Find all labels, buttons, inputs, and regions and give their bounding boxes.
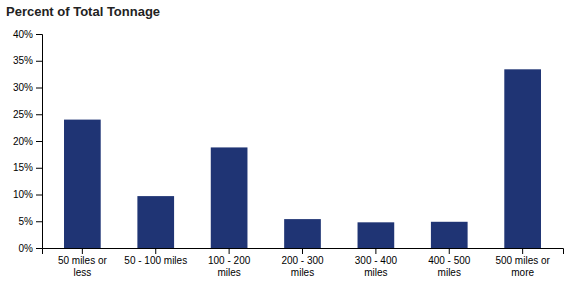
y-tick: 5% xyxy=(19,216,42,227)
bar xyxy=(358,222,395,248)
y-tick-mark xyxy=(36,168,42,169)
y-tick-mark xyxy=(36,61,42,62)
y-tick-label: 35% xyxy=(13,55,33,66)
y-tick-label: 25% xyxy=(13,109,33,120)
bar xyxy=(137,196,174,248)
x-tick-mark xyxy=(375,248,376,254)
x-tick: 200 - 300miles xyxy=(281,248,324,278)
y-tick-label: 0% xyxy=(19,243,34,254)
x-tick-label: 100 - 200miles xyxy=(208,255,251,278)
x-tick-label-line: 50 miles or xyxy=(58,255,108,266)
x-tick: 400 - 500miles xyxy=(428,248,471,278)
y-tick: 25% xyxy=(13,109,42,120)
y-tick: 35% xyxy=(13,55,42,66)
x-tick-label-line: less xyxy=(73,267,91,278)
x-tick-label-line: 50 - 100 miles xyxy=(124,255,187,266)
y-tick: 10% xyxy=(13,189,42,200)
x-tick-label: 50 miles orless xyxy=(58,255,108,278)
x-tick-label: 200 - 300miles xyxy=(281,255,324,278)
title: Percent of Total Tonnage xyxy=(6,4,160,19)
y-tick-label: 40% xyxy=(13,29,33,40)
chart: Percent of Total Tonnage 0% 5% 10% 15% 20% 25%… xyxy=(0,0,575,290)
y-tick-mark xyxy=(36,248,42,249)
y-tick-label: 15% xyxy=(13,162,33,173)
x-tick-label-line: miles xyxy=(438,267,461,278)
x-axis-line xyxy=(43,249,564,255)
y-tick: 30% xyxy=(13,82,42,93)
x-tick: 300 - 400miles xyxy=(355,248,398,278)
bar xyxy=(284,219,321,248)
y-tick-mark xyxy=(36,141,42,142)
y-tick-mark xyxy=(36,221,42,222)
y-tick: 40% xyxy=(13,29,42,40)
x-tick-mark xyxy=(155,248,156,254)
y-tick: 0% xyxy=(19,243,42,254)
y-tick: 20% xyxy=(13,136,42,147)
x-tick: 50 - 100 miles xyxy=(124,248,187,266)
x-tick-mark xyxy=(449,248,450,254)
y-tick-mark xyxy=(36,88,42,89)
x-tick-mark xyxy=(229,248,230,254)
bars xyxy=(64,69,541,248)
x-tick-mark xyxy=(302,248,303,254)
x-tick-label: 50 - 100 miles xyxy=(124,255,187,266)
x-tick: 50 miles orless xyxy=(58,248,108,278)
x-tick-label-line: more xyxy=(511,267,534,278)
x-tick-label-line: 100 - 200 xyxy=(208,255,251,266)
x-tick-label-line: 400 - 500 xyxy=(428,255,471,266)
x-tick-label-line: 300 - 400 xyxy=(355,255,398,266)
x-tick-label: 400 - 500miles xyxy=(428,255,471,278)
y-tick-label: 5% xyxy=(19,216,34,227)
bar xyxy=(211,147,248,248)
y-tick-label: 30% xyxy=(13,82,33,93)
plot: 0% 5% 10% 15% 20% 25% 30% 35% 40% 50 miles orless… xyxy=(13,29,564,278)
y-tick-mark xyxy=(36,34,42,35)
x-tick-mark xyxy=(522,248,523,254)
x-tick-label: 500 miles ormore xyxy=(495,255,550,278)
y-tick: 15% xyxy=(13,162,42,173)
y-tick-mark xyxy=(36,114,42,115)
y-tick-mark xyxy=(36,195,42,196)
x-tick-mark xyxy=(82,248,83,254)
y-axis: 0% 5% 10% 15% 20% 25% 30% 35% 40% xyxy=(13,29,43,254)
x-tick-label-line: miles xyxy=(364,267,387,278)
x-tick-label: 300 - 400miles xyxy=(355,255,398,278)
x-axis: 50 miles orless50 - 100 miles100 - 200mi… xyxy=(43,248,564,278)
y-axis-line xyxy=(36,35,43,249)
x-tick-label-line: 500 miles or xyxy=(495,255,550,266)
bar xyxy=(504,69,541,248)
x-tick: 500 miles ormore xyxy=(495,248,550,278)
x-tick: 100 - 200miles xyxy=(208,248,251,278)
bar xyxy=(64,120,101,248)
y-tick-label: 20% xyxy=(13,136,33,147)
x-tick-label-line: miles xyxy=(217,267,240,278)
x-tick-label-line: miles xyxy=(291,267,314,278)
x-tick-label-line: 200 - 300 xyxy=(281,255,324,266)
bar xyxy=(431,222,468,248)
y-tick-label: 10% xyxy=(13,189,33,200)
